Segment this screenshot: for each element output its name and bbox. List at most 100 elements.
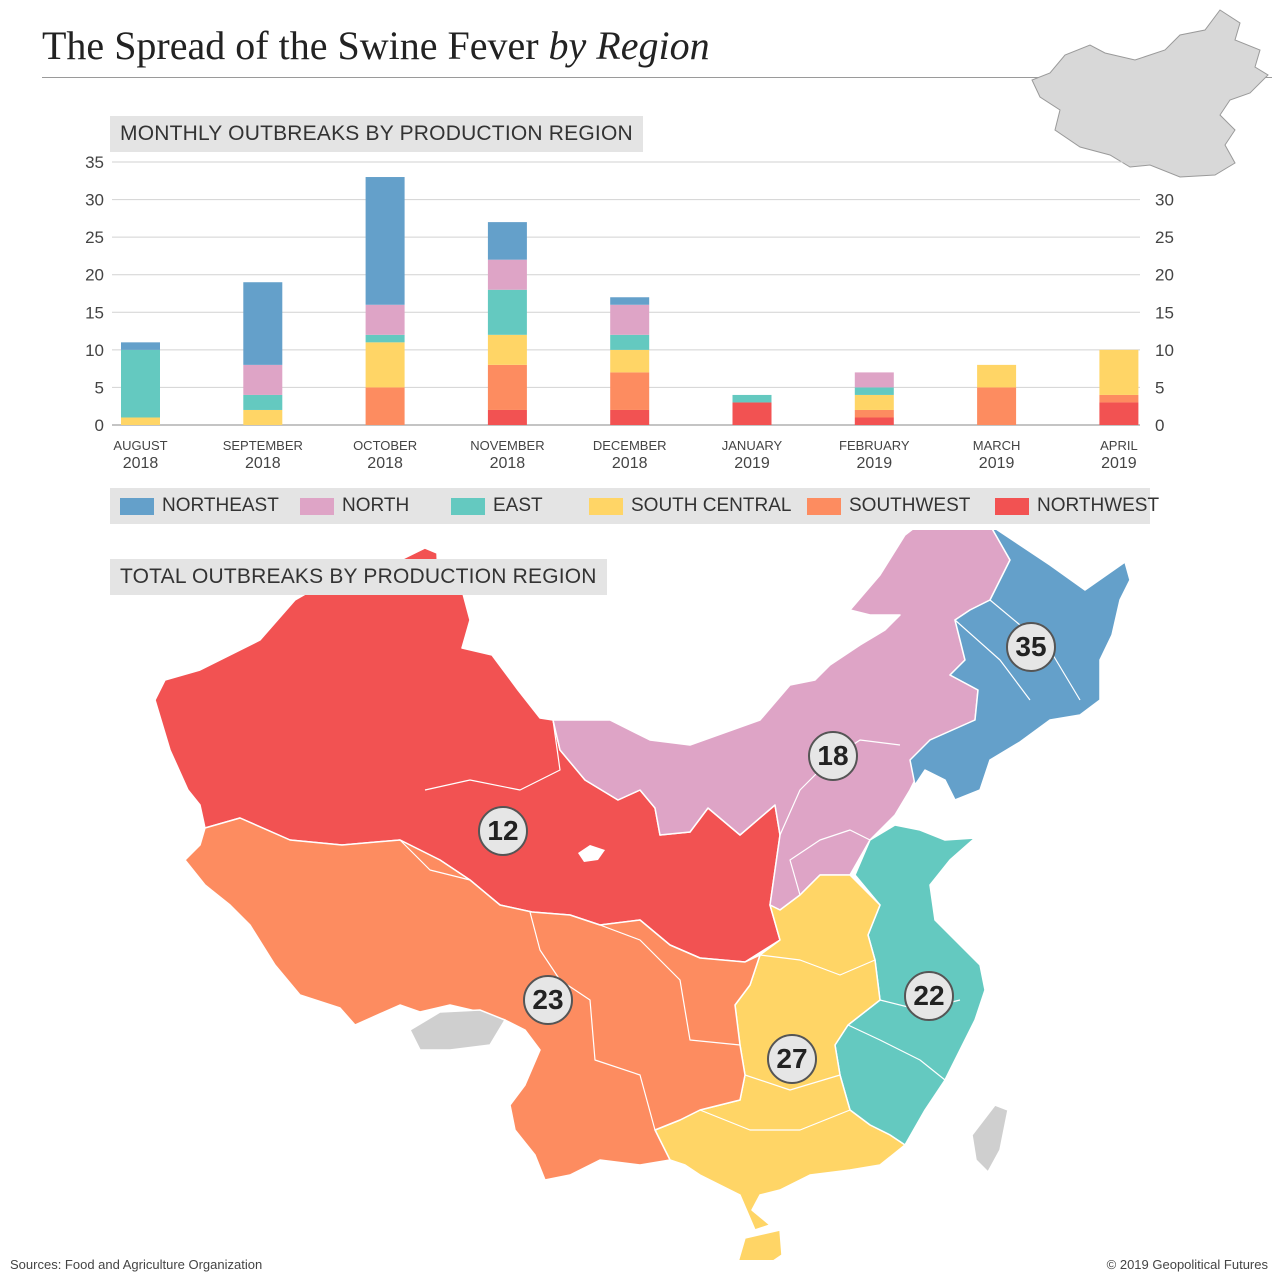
title-italic: by Region	[548, 23, 710, 68]
bar-segment-east	[365, 334, 405, 343]
bar-segment-east	[854, 387, 894, 395]
legend-swatch-south-central	[589, 497, 623, 515]
x-tick-label-month: FEBRUARY	[839, 438, 910, 453]
monthly-section-label: MONTHLY OUTBREAKS BY PRODUCTION REGION	[110, 116, 643, 152]
legend-swatch-southwest	[807, 497, 841, 515]
source-note: Sources: Food and Agriculture Organizati…	[10, 1257, 263, 1272]
total-badge-north: 18	[808, 731, 858, 781]
x-tick-label-month: AUGUST	[113, 438, 167, 453]
bar-segment-south-central	[1099, 349, 1139, 395]
bar-segment-southwest	[610, 372, 650, 410]
bar-segment-south-central	[610, 349, 650, 373]
legend-item-north: NORTH	[300, 488, 409, 524]
y-axis-left: 0 5 10 15 20 25 30 35	[85, 153, 104, 435]
x-tick-label-month: NOVEMBER	[470, 438, 544, 453]
x-tick-label-month: JANUARY	[722, 438, 783, 453]
legend-swatch-east	[451, 497, 485, 515]
y-tick-label-left: 30	[85, 191, 104, 210]
y-tick-label-right: 0	[1155, 416, 1164, 435]
china-locator-map	[1031, 9, 1269, 178]
legend-item-southwest: SOUTHWEST	[807, 488, 970, 524]
total-badge-east: 22	[904, 971, 954, 1021]
bar-segment-east	[243, 394, 283, 410]
bar-segment-south-central	[487, 334, 527, 365]
total-badge-southwest: 23	[523, 975, 573, 1025]
legend-label-east: EAST	[493, 495, 543, 516]
bar-segment-southwest	[365, 387, 405, 425]
legend-swatch-northeast	[120, 497, 154, 515]
bar-segment-south-central	[121, 417, 160, 425]
title-main: The Spread of the Swine Fever	[42, 23, 539, 68]
bar-segment-southwest	[487, 364, 527, 410]
bars	[121, 177, 1139, 425]
bar-segment-northwest	[732, 402, 772, 425]
total-badge-northeast: 35	[1006, 622, 1056, 672]
y-tick-label-left: 35	[85, 153, 104, 172]
bar-segment-east	[732, 394, 772, 403]
bar-segment-northeast	[121, 342, 160, 350]
legend-item-south-central: SOUTH CENTRAL	[589, 488, 791, 524]
legend-label-south-central: SOUTH CENTRAL	[631, 495, 792, 516]
x-tick-label-year: 2019	[857, 455, 893, 472]
bar-segment-southwest	[977, 387, 1017, 425]
copyright-note: © 2019 Geopolitical Futures	[1106, 1257, 1268, 1272]
map-region-other-south	[409, 1009, 507, 1051]
total-section-label: TOTAL OUTBREAKS BY PRODUCTION REGION	[110, 559, 607, 595]
legend-swatch-north	[300, 497, 334, 515]
map-region-taiwan	[971, 1104, 1009, 1174]
total-badge-northwest: 12	[478, 806, 528, 856]
bar-segment-southwest	[1099, 394, 1139, 403]
bar-segment-north	[610, 304, 650, 335]
bar-segment-northeast	[487, 222, 527, 260]
x-tick-label-month: APRIL	[1100, 438, 1138, 453]
bar-segment-northeast	[243, 282, 283, 365]
bar-segment-east	[610, 334, 650, 350]
bar-segment-north	[487, 259, 527, 290]
x-tick-label-year: 2019	[1101, 455, 1137, 472]
legend-item-east: EAST	[451, 488, 543, 524]
y-tick-label-left: 10	[85, 341, 104, 360]
china-region-map	[154, 530, 1131, 1260]
monthly-outbreaks-chart: 0 5 10 15 20 25 30 35 0 5 10 15 20 25 30 AUGUST 2018 SE…	[85, 153, 1174, 472]
x-tick-label-year: 2018	[245, 455, 281, 472]
legend-label-northeast: NORTHEAST	[162, 495, 279, 516]
bar-segment-northwest	[1099, 402, 1139, 425]
x-tick-label-month: SEPTEMBER	[223, 438, 303, 453]
x-tick-label-month: MARCH	[973, 438, 1021, 453]
x-tick-label-year: 2019	[734, 455, 770, 472]
china-locator-shape	[1031, 9, 1269, 178]
y-tick-label-left: 20	[85, 266, 104, 285]
bar-segment-northwest	[487, 409, 527, 425]
legend-label-northwest: NORTHWEST	[1037, 495, 1160, 516]
x-tick-label-month: OCTOBER	[353, 438, 417, 453]
y-tick-label-right: 25	[1155, 228, 1174, 247]
bar-segment-south-central	[365, 342, 405, 388]
y-tick-label-right: 15	[1155, 303, 1174, 322]
bar-segment-north	[243, 364, 283, 395]
page-title: The Spread of the Swine Fever by Region	[42, 22, 710, 69]
x-tick-label-year: 2018	[490, 455, 526, 472]
map-lake	[578, 845, 605, 862]
y-tick-label-left: 15	[85, 303, 104, 322]
x-tick-label-year: 2018	[123, 455, 159, 472]
title-rule	[42, 77, 1272, 78]
legend-item-northwest: NORTHWEST	[995, 488, 1159, 524]
bar-segment-southwest	[854, 409, 894, 418]
legend-label-southwest: SOUTHWEST	[849, 495, 971, 516]
chart-legend: NORTHEAST NORTH EAST SOUTH CENTRAL SOUTH…	[110, 488, 1159, 524]
bar-segment-northeast	[610, 297, 650, 305]
y-tick-label-right: 20	[1155, 266, 1174, 285]
x-axis: AUGUST 2018 SEPTEMBER 2018 OCTOBER 2018 NOVEMB…	[113, 438, 1137, 472]
y-tick-label-left: 25	[85, 228, 104, 247]
total-badge-south-central: 27	[767, 1034, 817, 1084]
x-tick-label-month: DECEMBER	[593, 438, 667, 453]
y-axis-right: 0 5 10 15 20 25 30	[1155, 191, 1174, 435]
y-tick-label-right: 30	[1155, 191, 1174, 210]
y-tick-label-right: 5	[1155, 378, 1164, 397]
bar-segment-east	[121, 349, 160, 418]
bar-segment-northwest	[854, 417, 894, 425]
y-tick-label-left: 5	[95, 378, 104, 397]
legend-item-northeast: NORTHEAST	[120, 488, 279, 524]
bar-segment-south-central	[854, 394, 894, 410]
map-region-southwest	[184, 817, 761, 1181]
